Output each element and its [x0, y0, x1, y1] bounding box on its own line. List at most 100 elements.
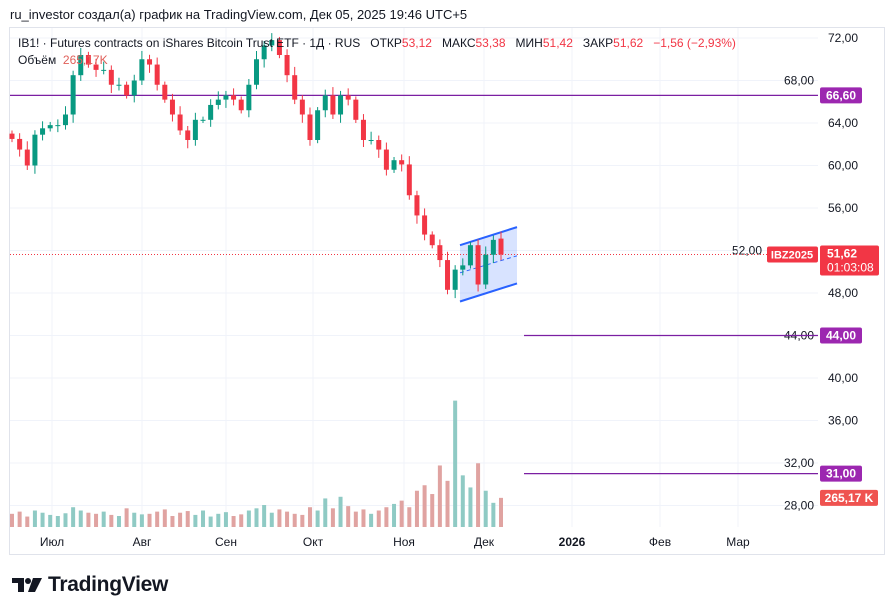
- volume-bar: [109, 514, 114, 527]
- volume-bar: [178, 512, 183, 527]
- level-price-label: 31,00: [826, 467, 856, 481]
- open-value: 53,12: [401, 36, 432, 50]
- chart-frame: [9, 27, 885, 555]
- candle-body: [9, 133, 15, 139]
- candle-body: [93, 64, 99, 70]
- x-tick-label: Июл: [40, 535, 64, 549]
- volume-bar: [369, 513, 374, 527]
- level-price-badge: [820, 87, 862, 104]
- volume-bar: [246, 510, 251, 527]
- volume-bar: [155, 511, 160, 527]
- chart-legend: IB1! · Futures contracts on iShares Bitc…: [18, 35, 736, 69]
- candle-body: [338, 95, 344, 115]
- volume-bar: [10, 513, 14, 527]
- volume-bar: [292, 513, 297, 527]
- volume-bar: [223, 512, 228, 527]
- candle-body: [55, 125, 61, 127]
- ticker-label: IBZ2025: [771, 250, 813, 262]
- volume-bar: [468, 487, 473, 527]
- volume-bar: [17, 511, 22, 527]
- candle-body: [391, 160, 397, 170]
- candle-body: [246, 84, 252, 111]
- candle-body: [162, 84, 168, 100]
- volume-bar: [476, 463, 481, 527]
- candle-body: [345, 95, 351, 100]
- volume-bar: [86, 512, 91, 527]
- candle-body: [383, 149, 389, 170]
- volume-bar: [139, 514, 144, 527]
- candle-body: [406, 164, 412, 196]
- candle-body: [215, 99, 221, 105]
- y-tick-label: 52,00: [732, 244, 762, 258]
- candle-body: [483, 254, 489, 285]
- volume-bar: [48, 514, 53, 527]
- candle-body: [307, 114, 313, 140]
- candle-body: [78, 55, 84, 76]
- x-tick-label: Фев: [649, 535, 671, 549]
- candle-body: [376, 140, 382, 150]
- ticker-badge: [767, 246, 818, 263]
- volume-bar: [170, 516, 175, 527]
- symbol-description[interactable]: IB1! · Futures contracts on iShares Bitc…: [18, 36, 361, 50]
- volume-bar: [399, 500, 404, 527]
- y-tick-label: 64,00: [828, 116, 858, 130]
- y-tick-label: 68,00: [784, 74, 814, 88]
- volume-bar: [25, 516, 30, 527]
- volume-bar: [94, 513, 99, 527]
- candle-body: [62, 114, 68, 126]
- volume-bar: [185, 511, 190, 527]
- candle-body: [200, 119, 206, 121]
- candle-body: [185, 130, 191, 140]
- candle-body: [124, 84, 130, 96]
- candle-body: [368, 140, 374, 141]
- legend-volume-row: Объём 265,17K: [18, 52, 736, 69]
- y-tick-label: 40,00: [828, 371, 858, 385]
- volume-value: 265,17K: [62, 53, 108, 67]
- volume-bar: [262, 505, 267, 527]
- volume-bar: [346, 506, 351, 527]
- x-tick-label: Авг: [133, 535, 152, 549]
- volume-label: Объём: [18, 53, 57, 67]
- tradingview-footer[interactable]: TradingView: [12, 573, 168, 597]
- candle-body: [177, 114, 183, 131]
- close-label: ЗАКР: [582, 36, 614, 50]
- volume-bar: [315, 510, 320, 527]
- candle-body: [269, 40, 275, 46]
- level-price-badge: [820, 327, 862, 344]
- volume-badge: [820, 489, 878, 506]
- level-price-badge: [820, 465, 862, 482]
- volume-badge-label: 265,17 K: [825, 491, 874, 505]
- volume-bar: [330, 508, 335, 527]
- tradingview-logo-icon: [12, 578, 42, 592]
- volume-bar: [483, 490, 488, 527]
- volume-bar: [193, 514, 198, 527]
- volume-bar: [361, 509, 366, 527]
- volume-bar: [124, 508, 129, 527]
- candle-body: [490, 239, 496, 255]
- channel-lower-line: [459, 282, 518, 303]
- volume-bar: [384, 507, 389, 527]
- close-value: 51,62: [613, 36, 644, 50]
- candle-body: [330, 95, 336, 115]
- candle-body: [85, 55, 91, 65]
- legend-symbol-row: IB1! · Futures contracts on iShares Bitc…: [18, 35, 736, 52]
- volume-bar: [392, 503, 397, 527]
- candle-body: [147, 59, 153, 65]
- volume-bar: [460, 475, 465, 527]
- candle-body: [238, 99, 244, 111]
- y-tick-label: 32,00: [784, 456, 814, 470]
- high-value: 53,38: [475, 36, 506, 50]
- volume-bar: [445, 480, 450, 527]
- tradingview-brand: TradingView: [48, 573, 169, 596]
- volume-bar: [147, 513, 152, 527]
- y-tick-label: 72,00: [828, 31, 858, 45]
- volume-bar: [499, 497, 503, 527]
- candle-body: [17, 138, 23, 150]
- candle-body: [422, 215, 428, 235]
- volume-bar: [277, 509, 282, 527]
- candle-body: [101, 69, 107, 71]
- volume-bar: [269, 512, 274, 527]
- chart-caption: ru_investor создал(а) график на TradingV…: [10, 7, 468, 22]
- volume-bar: [231, 516, 236, 527]
